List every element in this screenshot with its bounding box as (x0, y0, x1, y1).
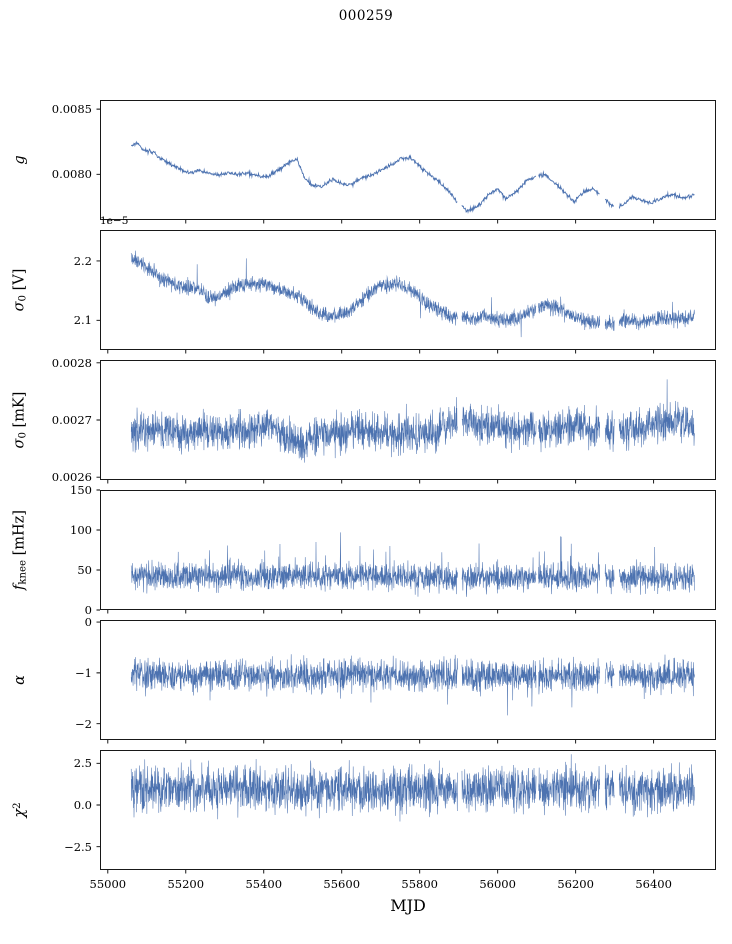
y-tick-label: 2.1 (73, 313, 92, 328)
x-tick-label: 56400 (635, 877, 672, 891)
y-axis-label-part: χ (12, 808, 29, 818)
y-tick-label: 2.5 (73, 756, 92, 771)
y-axis-label-part: [mK] (11, 391, 28, 433)
y-axis-label-part: 0 (17, 295, 29, 302)
panel-plot-sigma0_v (92, 228, 718, 358)
y-tick-label: 0.0085 (51, 102, 92, 117)
y-tick-label: 0 (84, 615, 92, 630)
y-tick-label: 0.0 (73, 798, 92, 812)
y-tick-label: −2.5 (64, 839, 92, 854)
x-tick-label: 56200 (557, 877, 594, 891)
y-tick-label: 0.0028 (51, 355, 92, 370)
y-axis-label-alpha: α (12, 675, 28, 685)
x-tick-label: 56000 (479, 877, 516, 891)
x-axis-title: MJD (390, 896, 426, 915)
y-tick-label: −1 (75, 665, 92, 680)
y-tick-label: −2 (75, 716, 92, 731)
x-tick-label: 55200 (167, 877, 205, 891)
y-axis-label-sigma0_v: σ0 [V] (11, 269, 28, 312)
y-axis-label-part: 2 (11, 802, 23, 809)
y-axis-offset-text: 1e−5 (100, 215, 129, 227)
y-axis-label-part: [mHz] (11, 510, 28, 560)
y-tick-label: 0 (84, 603, 92, 617)
x-tick-label: 55600 (323, 877, 361, 891)
y-axis-label-part: knee (17, 559, 29, 585)
y-axis-label-part: σ (11, 438, 28, 449)
y-axis-label-part: g (12, 155, 28, 165)
panel-plot-alpha (92, 618, 718, 748)
y-tick-label: 0.0026 (51, 470, 92, 485)
y-axis-label-part: 0 (17, 432, 29, 439)
panel-plot-f_knee (92, 488, 718, 618)
y-axis-label-part: f (11, 584, 28, 590)
x-tick-label: 55000 (89, 877, 127, 891)
y-tick-label: 100 (70, 523, 92, 537)
y-axis-label-f_knee: fknee [mHz] (11, 510, 28, 590)
y-tick-label: 2.2 (73, 253, 92, 268)
y-axis-label-sigma0_mk: σ0 [mK] (11, 392, 28, 449)
y-axis-label-chi2: χ2 (12, 802, 28, 817)
y-axis-label-part: [V] (11, 268, 28, 296)
panel-plot-g (92, 98, 718, 228)
y-tick-label: 50 (77, 563, 92, 577)
y-axis-label-g: g (12, 155, 28, 164)
panel-plot-chi2 (92, 748, 718, 878)
x-tick-label: 55400 (245, 877, 283, 891)
y-axis-label-part: σ (11, 301, 28, 312)
y-tick-label: 0.0080 (51, 167, 92, 182)
x-tick-label: 55800 (401, 877, 438, 891)
y-tick-label: 150 (70, 483, 92, 497)
chart-title: 000259 (338, 8, 394, 24)
y-axis-label-part: α (12, 675, 28, 685)
y-tick-label: 0.0027 (51, 413, 92, 427)
panel-plot-sigma0_mk (92, 358, 718, 488)
